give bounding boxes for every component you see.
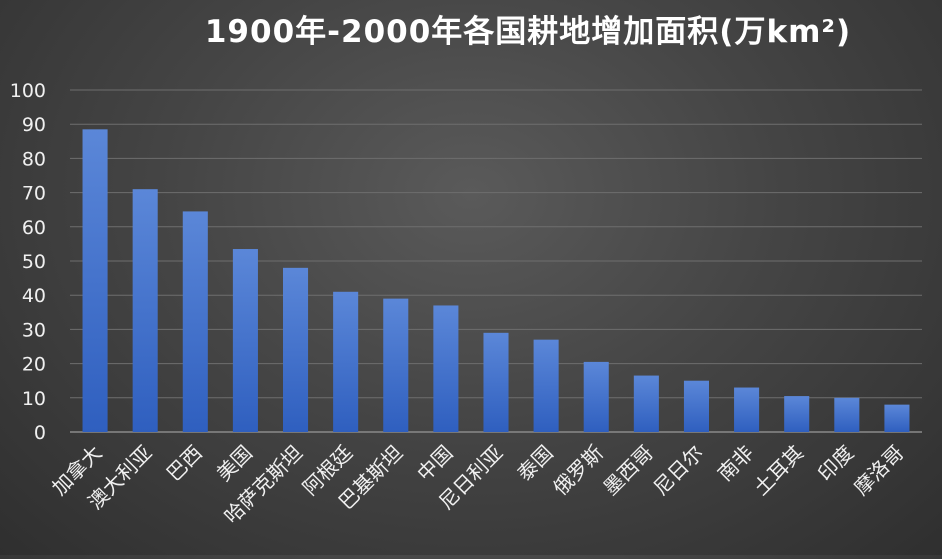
- bar: [583, 361, 609, 432]
- x-tick-label: 印度: [813, 441, 858, 486]
- y-tick-label: 50: [22, 251, 46, 273]
- y-tick-label: 40: [22, 285, 46, 307]
- y-tick-label: 0: [34, 422, 46, 444]
- bar: [884, 404, 910, 432]
- bar: [834, 397, 860, 432]
- y-tick-label: 100: [10, 80, 46, 102]
- x-tick-label: 摩洛哥: [849, 441, 908, 500]
- bar: [132, 189, 158, 432]
- y-tick-label: 80: [22, 148, 46, 170]
- bars: [82, 129, 910, 432]
- y-tick-label: 70: [22, 183, 46, 205]
- bar: [283, 267, 309, 432]
- bar: [232, 249, 258, 432]
- bar: [333, 291, 359, 432]
- bar: [483, 332, 509, 432]
- bar: [784, 396, 810, 432]
- x-tick-label: 土耳其: [749, 441, 808, 500]
- bar: [383, 298, 409, 432]
- x-tick-label: 南非: [713, 441, 758, 486]
- x-tick-label: 中国: [412, 441, 457, 486]
- x-tick-label: 尼日尔: [649, 441, 708, 500]
- x-tick-label: 泰国: [512, 441, 557, 486]
- x-tick-label: 美国: [212, 441, 257, 486]
- x-tick-label: 墨西哥: [598, 441, 657, 500]
- bar: [433, 305, 459, 432]
- bar: [82, 129, 108, 432]
- bar: [633, 375, 659, 432]
- y-tick-label: 60: [22, 217, 46, 239]
- gridlines: [70, 89, 922, 433]
- bar: [734, 387, 760, 432]
- y-tick-label: 90: [22, 114, 46, 136]
- chart-title: 1900年-2000年各国耕地增加面积(万km²): [205, 14, 851, 50]
- x-tick-label: 巴西: [162, 441, 207, 486]
- y-axis-ticks: 0 10 20 30 40 50 60 70 80 90 100: [10, 80, 46, 444]
- x-tick-label: 俄罗斯: [548, 441, 607, 500]
- bar: [533, 339, 559, 432]
- bar: [683, 380, 709, 432]
- y-tick-label: 10: [22, 388, 46, 410]
- y-tick-label: 20: [22, 354, 46, 376]
- y-tick-label: 30: [22, 319, 46, 341]
- bar: [182, 211, 208, 432]
